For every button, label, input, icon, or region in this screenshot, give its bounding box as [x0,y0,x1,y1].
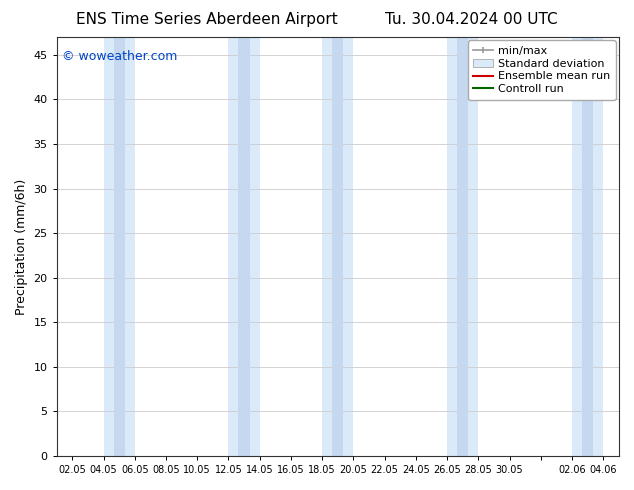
Text: Tu. 30.04.2024 00 UTC: Tu. 30.04.2024 00 UTC [385,12,558,27]
Bar [572,37,604,456]
Bar [332,37,344,456]
Bar [228,37,260,456]
Bar [238,37,250,456]
Text: © woweather.com: © woweather.com [62,49,178,63]
Bar [582,37,593,456]
Y-axis label: Precipitation (mm/6h): Precipitation (mm/6h) [15,178,28,315]
Bar [103,37,135,456]
Bar [457,37,469,456]
Legend: min/max, Standard deviation, Ensemble mean run, Controll run: min/max, Standard deviation, Ensemble me… [468,40,616,100]
Bar [113,37,125,456]
Bar [322,37,353,456]
Bar [447,37,478,456]
Text: ENS Time Series Aberdeen Airport: ENS Time Series Aberdeen Airport [76,12,338,27]
